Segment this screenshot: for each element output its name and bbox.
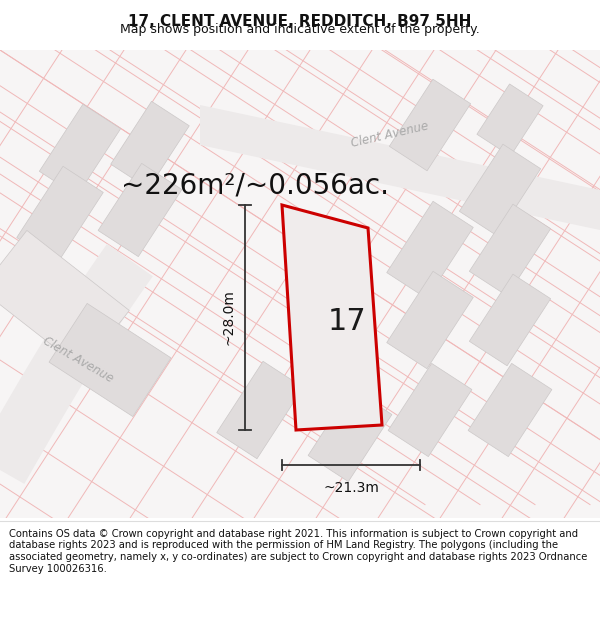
Text: 17: 17 [328, 308, 367, 336]
Text: Map shows position and indicative extent of the property.: Map shows position and indicative extent… [120, 23, 480, 36]
Polygon shape [282, 205, 382, 430]
Polygon shape [477, 84, 543, 156]
Polygon shape [0, 244, 153, 484]
Polygon shape [200, 105, 600, 230]
Polygon shape [468, 363, 552, 457]
Text: ~226m²/~0.056ac.: ~226m²/~0.056ac. [121, 171, 389, 199]
Polygon shape [0, 231, 130, 369]
Polygon shape [111, 101, 189, 189]
Polygon shape [98, 163, 182, 257]
Polygon shape [49, 303, 171, 417]
Polygon shape [40, 104, 121, 196]
Text: Clent Avenue: Clent Avenue [350, 120, 430, 150]
Text: ~28.0m: ~28.0m [221, 289, 235, 346]
Polygon shape [308, 388, 392, 482]
Polygon shape [469, 274, 551, 366]
Text: Contains OS data © Crown copyright and database right 2021. This information is : Contains OS data © Crown copyright and d… [9, 529, 587, 574]
Text: Clent Avenue: Clent Avenue [40, 334, 116, 386]
Polygon shape [217, 361, 303, 459]
Polygon shape [389, 79, 470, 171]
Polygon shape [469, 204, 551, 296]
Polygon shape [387, 201, 473, 299]
Polygon shape [388, 363, 472, 457]
Text: ~21.3m: ~21.3m [323, 481, 379, 495]
Polygon shape [17, 166, 103, 264]
Polygon shape [460, 144, 541, 236]
Polygon shape [387, 271, 473, 369]
Text: 17, CLENT AVENUE, REDDITCH, B97 5HH: 17, CLENT AVENUE, REDDITCH, B97 5HH [128, 14, 472, 29]
